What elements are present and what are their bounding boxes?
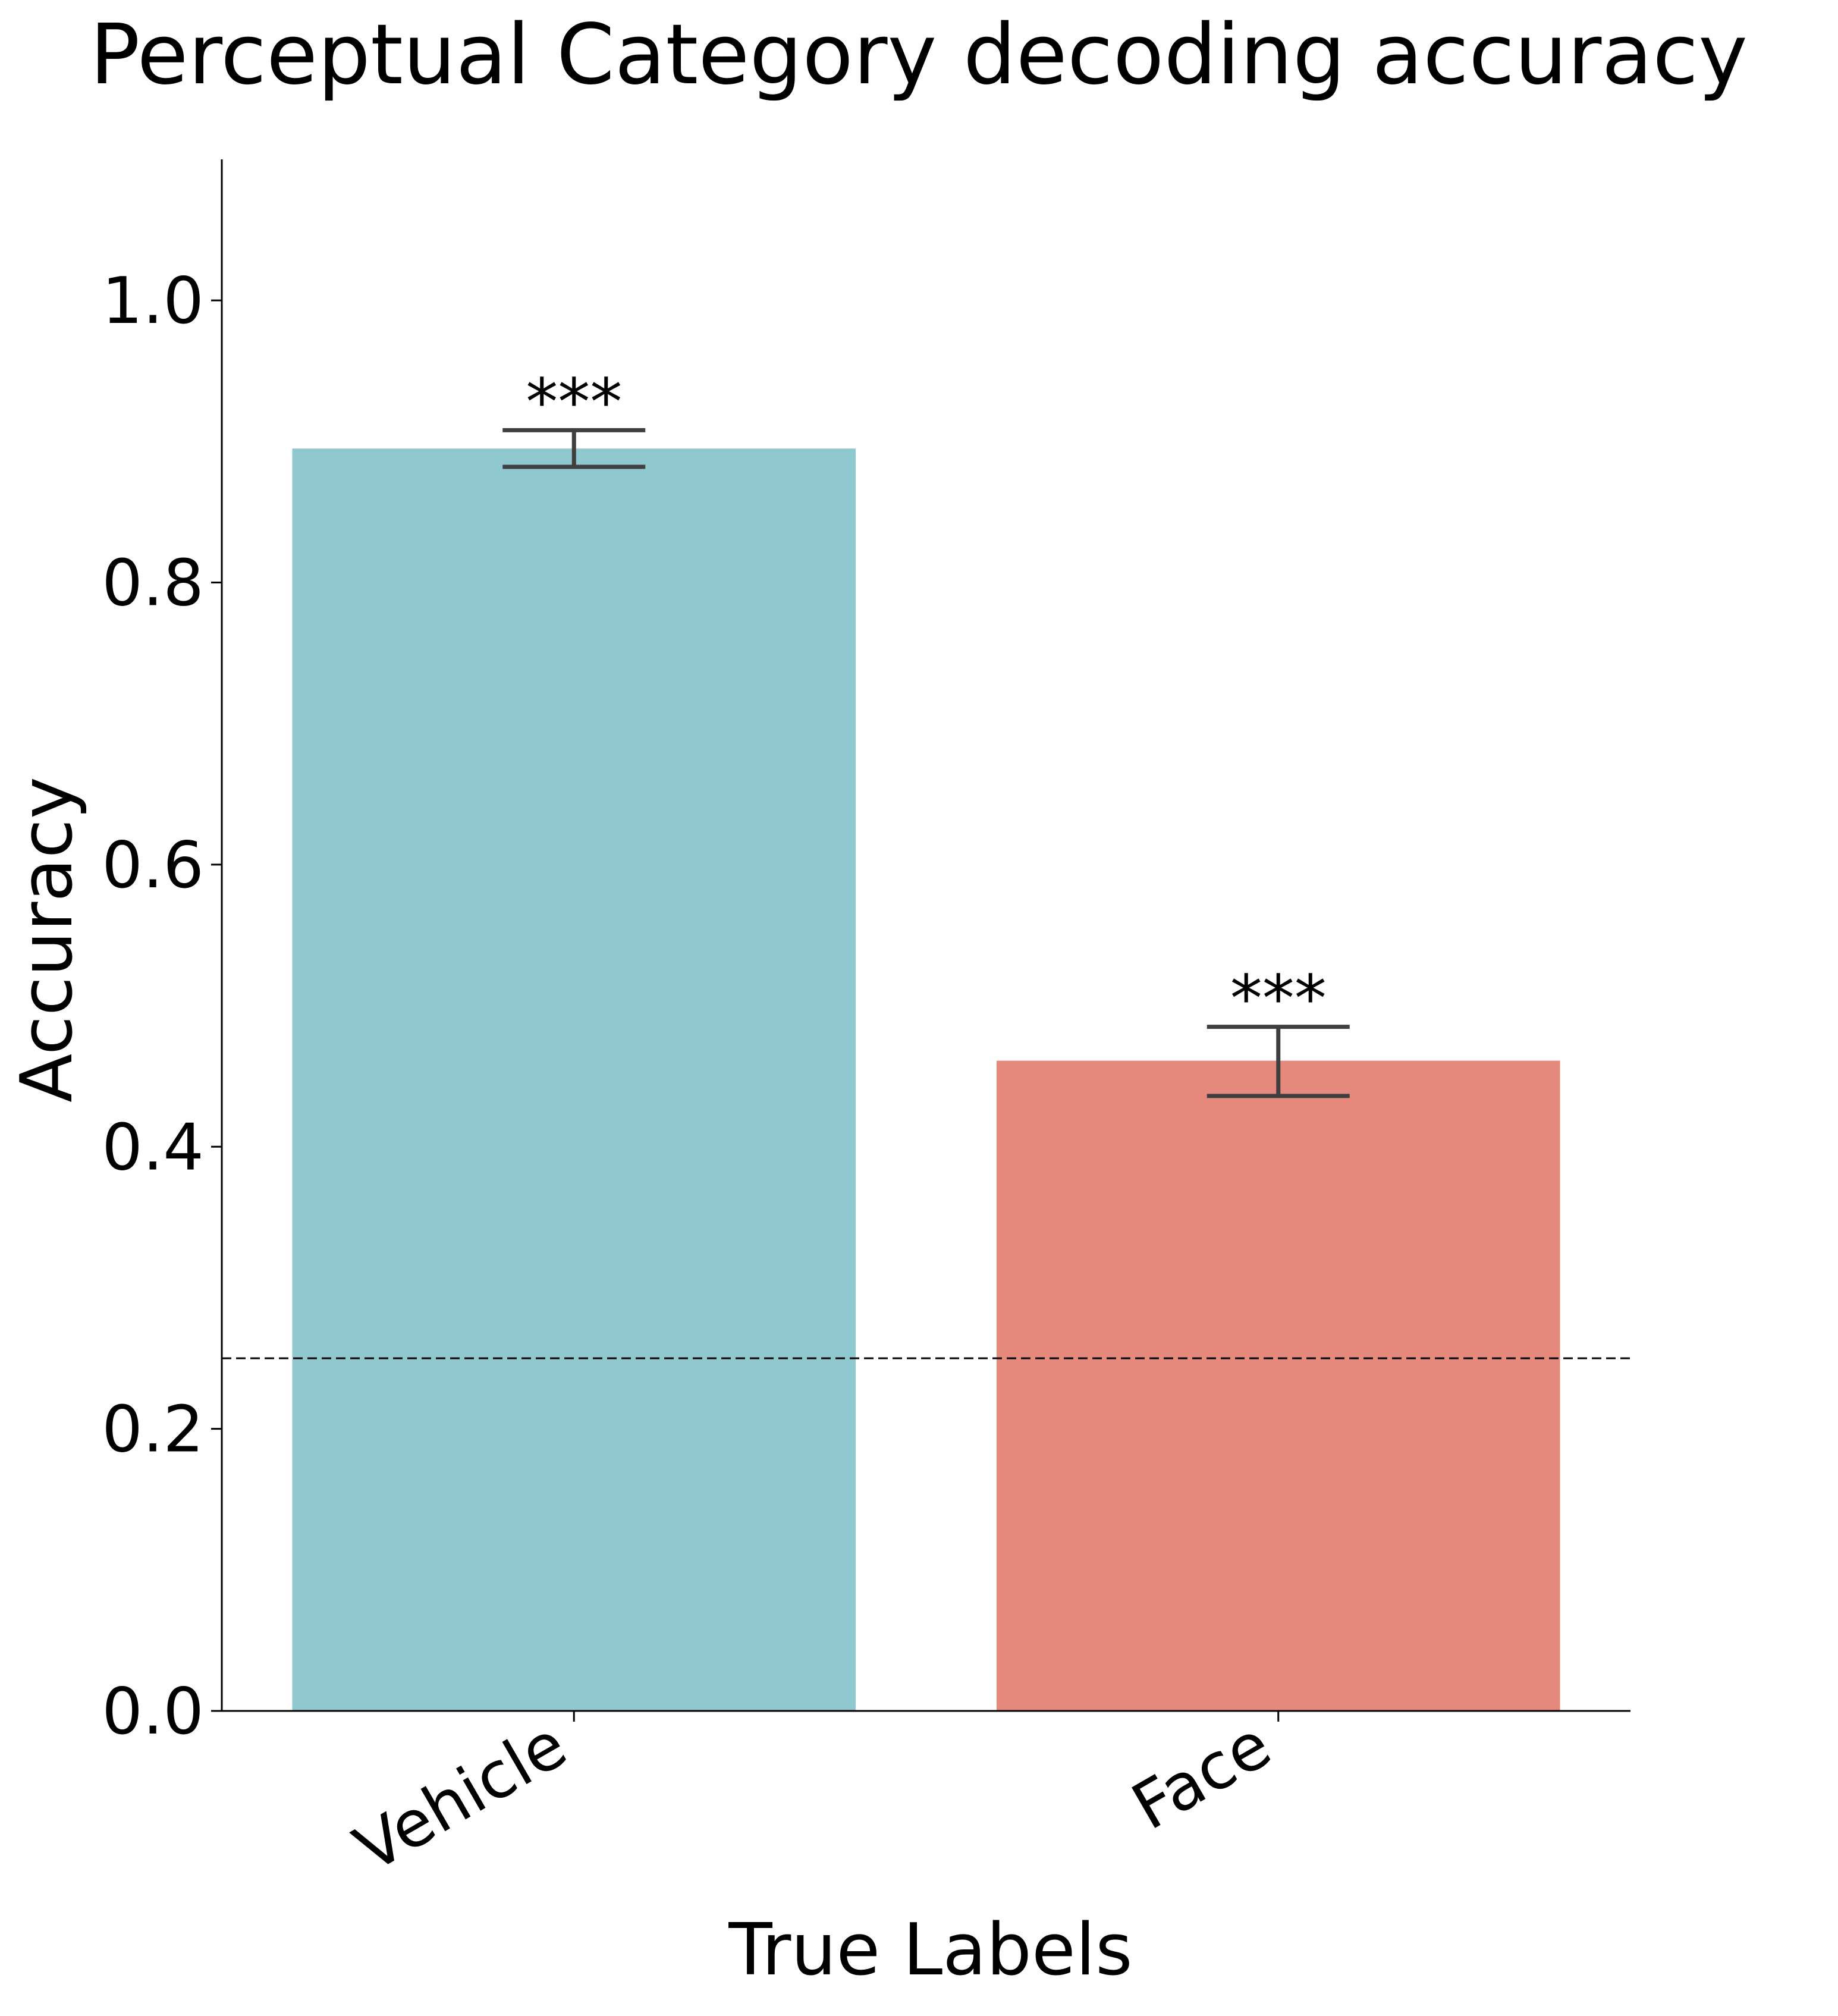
y-tick-label: 1.0 [102, 264, 204, 338]
y-tick-label: 0.8 [102, 547, 204, 621]
y-tick-label: 0.2 [102, 1393, 204, 1467]
y-axis-label: Accuracy [6, 777, 89, 1103]
x-tick-label-vehicle: Vehicle [343, 1707, 579, 1886]
y-tick-label: 0.6 [102, 828, 204, 903]
bar-face [996, 1060, 1560, 1711]
x-axis-label: True Labels [728, 1909, 1132, 1992]
y-tick-label: 0.4 [102, 1110, 204, 1185]
y-tick-label: 0.0 [102, 1675, 204, 1749]
x-tick-label-face: Face [1120, 1707, 1283, 1844]
bar-vehicle [292, 448, 856, 1712]
chart-title: Perceptual Category decoding accuracy [90, 7, 1748, 103]
significance-label: *** [526, 365, 622, 439]
plot-area: *** *** 0.0 0.2 0.4 0.6 0.8 1.0 Vehicle Face [102, 159, 1630, 1887]
significance-label: *** [1230, 962, 1327, 1037]
